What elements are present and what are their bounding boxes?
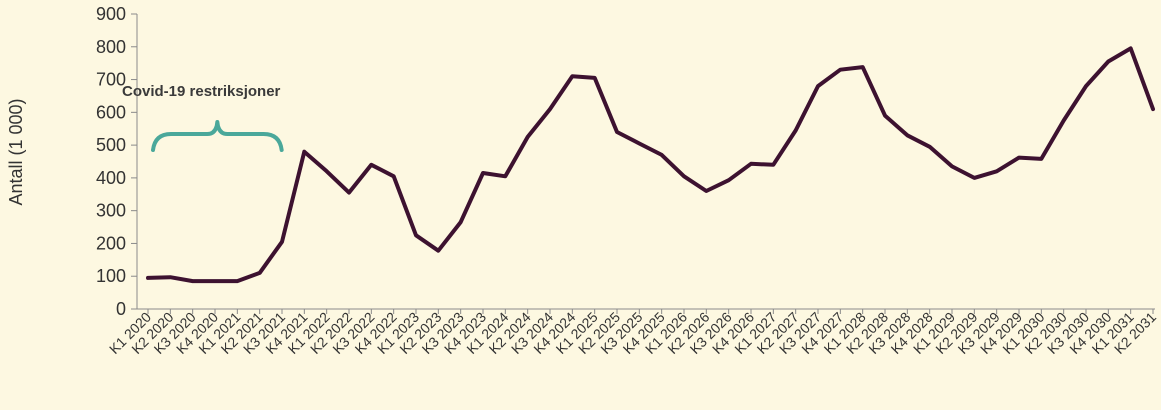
data-point (905, 133, 909, 137)
data-point (972, 176, 976, 180)
y-tick-label: 800 (96, 37, 126, 57)
data-point (392, 174, 396, 178)
data-point (1084, 84, 1088, 88)
data-point (1129, 46, 1133, 50)
data-point (347, 191, 351, 195)
data-point (146, 276, 150, 280)
data-point (1062, 119, 1066, 122)
data-point (168, 275, 172, 279)
y-axis-label: Antall (1 000) (6, 98, 26, 205)
data-point (816, 84, 820, 88)
data-point (570, 74, 574, 78)
y-tick-label: 100 (96, 266, 126, 286)
data-point (280, 240, 284, 244)
data-point (459, 220, 463, 224)
covid-brace-annotation (151, 120, 284, 152)
y-tick-label: 700 (96, 70, 126, 90)
data-point (548, 107, 552, 111)
y-tick-label: 300 (96, 201, 126, 221)
data-point (682, 174, 686, 178)
data-point (481, 171, 485, 175)
series-line (146, 46, 1155, 284)
data-point (838, 68, 842, 72)
data-point (191, 279, 195, 283)
data-point (258, 271, 262, 275)
data-point (1017, 156, 1021, 160)
data-point (593, 76, 597, 80)
y-tick-label: 200 (96, 233, 126, 253)
data-point (928, 145, 932, 149)
y-tick-label: 400 (96, 168, 126, 188)
data-point (414, 233, 418, 237)
y-tick-label: 0 (116, 299, 126, 319)
data-point (325, 169, 329, 173)
data-point (749, 162, 753, 166)
data-point (526, 135, 530, 139)
data-point (950, 164, 954, 168)
data-point (660, 153, 664, 157)
data-point (436, 249, 440, 253)
data-point (995, 169, 999, 173)
data-point (1106, 60, 1110, 63)
data-point (235, 279, 239, 283)
data-point (771, 163, 775, 167)
y-axis-ticks: 0 100 200 300 400 500 600 700 800 900 (96, 4, 137, 319)
data-point (615, 130, 619, 134)
y-tick-label: 900 (96, 4, 126, 24)
data-point (637, 142, 641, 145)
data-point (861, 65, 865, 69)
data-point (1039, 157, 1043, 161)
data-point (302, 150, 306, 154)
data-point (704, 189, 708, 193)
data-point (883, 114, 887, 118)
data-point (727, 178, 731, 182)
y-tick-label: 600 (96, 102, 126, 122)
data-point (213, 279, 217, 283)
covid-annotation-label: Covid-19 restriksjoner (122, 83, 281, 100)
data-point (794, 128, 798, 132)
data-point (503, 174, 507, 178)
data-point (369, 163, 373, 167)
y-tick-label: 500 (96, 135, 126, 155)
series-points (146, 46, 1155, 283)
data-point (1151, 107, 1155, 111)
